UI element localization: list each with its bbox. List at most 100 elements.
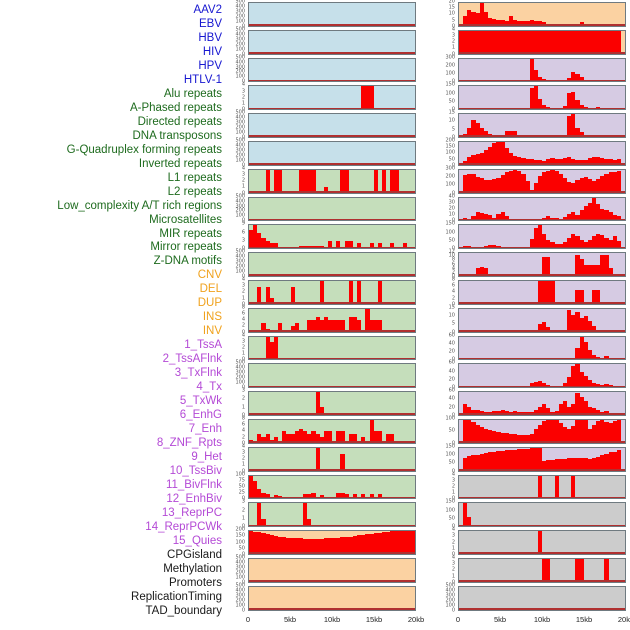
track-bars	[249, 475, 415, 499]
track-row	[248, 113, 416, 138]
track-bar	[504, 433, 509, 443]
track-bar	[517, 21, 522, 26]
track-bar	[571, 91, 576, 110]
track-label: HIV	[202, 45, 222, 58]
track-bar	[596, 204, 601, 221]
track-bar	[579, 458, 584, 471]
track-background	[249, 114, 415, 137]
track-label: 12_EnhBiv	[166, 492, 222, 505]
track-bar	[303, 493, 308, 499]
track-label: L1 repeats	[167, 171, 222, 184]
y-axis-tick: 200	[235, 41, 245, 48]
track-bar	[513, 411, 518, 415]
track-label: MIR repeats	[159, 227, 222, 240]
track-bar	[604, 173, 609, 193]
track-row	[458, 419, 626, 444]
track-bar	[608, 452, 613, 471]
y-axis-tick: 100	[235, 539, 245, 546]
track-bar	[529, 20, 534, 26]
track-baseline	[459, 218, 625, 221]
track-bar	[319, 494, 324, 499]
y-axis-tick: 0	[241, 217, 245, 224]
track-bar	[365, 308, 370, 332]
track-bar	[471, 455, 476, 471]
track-bar	[483, 428, 489, 443]
track-bar	[278, 323, 283, 332]
y-axis-tick: 50	[448, 237, 455, 244]
track-bars	[459, 587, 625, 610]
y-axis-tick: 3	[241, 88, 245, 95]
track-bars	[249, 114, 415, 137]
track-label: G-Quadruplex forming repeats	[66, 143, 222, 156]
track-bar	[616, 30, 622, 54]
track-baseline	[249, 135, 415, 137]
track-label: 15_Quies	[172, 534, 222, 547]
track-bar	[587, 406, 592, 415]
track-background	[459, 86, 625, 110]
track-bar	[550, 157, 555, 165]
track-bar	[327, 240, 333, 249]
track-bar	[475, 30, 480, 54]
track-bar	[542, 403, 547, 415]
track-bar	[340, 537, 345, 554]
track-baseline	[249, 469, 415, 471]
track-bar	[307, 169, 312, 193]
track-bar	[537, 30, 543, 54]
track-bar	[513, 130, 518, 137]
y-axis-tick: 50	[238, 545, 245, 552]
track-label: Mirror repeats	[150, 241, 222, 254]
track-bar	[521, 21, 526, 26]
y-axis-tick: 400	[445, 587, 455, 594]
track-bar	[348, 240, 353, 249]
y-axis-tick: 100	[235, 602, 245, 609]
track-bar	[467, 456, 472, 471]
track-baseline	[459, 330, 625, 332]
track-bar	[294, 323, 299, 332]
track-row	[458, 85, 626, 111]
track-bar	[533, 447, 538, 471]
x-axis-tick: 20kb	[407, 615, 425, 624]
y-axis-tick: 4	[451, 554, 455, 561]
track-bar	[483, 268, 489, 276]
track-bar	[373, 431, 378, 443]
track-bar	[533, 381, 538, 388]
track-bar	[488, 180, 493, 193]
track-bar	[463, 503, 468, 527]
track-bar	[554, 30, 559, 54]
track-baseline	[459, 441, 625, 443]
track-bar	[571, 425, 576, 443]
track-row	[458, 558, 626, 583]
track-row	[458, 335, 626, 361]
track-bar	[390, 531, 395, 554]
track-bar	[463, 420, 468, 443]
track-bar	[537, 175, 543, 193]
y-axis-tick: 6	[241, 229, 245, 236]
track-bar	[467, 30, 472, 54]
track-background	[249, 169, 415, 193]
track-label: 6_EnhG	[179, 409, 222, 422]
y-axis-tick: 3	[241, 171, 245, 178]
track-bar	[571, 114, 576, 137]
track-bar	[340, 453, 345, 471]
y-axis-tick: 8	[241, 415, 245, 422]
track-row	[458, 252, 626, 277]
track-bar	[533, 30, 538, 54]
track-baseline	[459, 580, 625, 582]
track-bar	[608, 30, 613, 54]
y-axis-tick: 20	[448, 205, 455, 212]
track-bar	[377, 431, 382, 443]
track-bar	[315, 447, 320, 471]
track-bar	[571, 233, 576, 249]
track-bar	[257, 434, 262, 443]
track-bar	[336, 492, 341, 499]
track-bar	[575, 236, 580, 249]
track-bar	[344, 169, 349, 193]
track-bar	[537, 475, 543, 499]
y-axis-tick: 0	[241, 273, 245, 280]
y-axis-tick: 100	[235, 18, 245, 25]
y-axis-tick: 0	[241, 551, 245, 558]
y-axis-tick: 2	[451, 295, 455, 302]
track-bar	[508, 15, 514, 26]
track-bar	[529, 87, 534, 110]
track-bar	[357, 320, 362, 332]
